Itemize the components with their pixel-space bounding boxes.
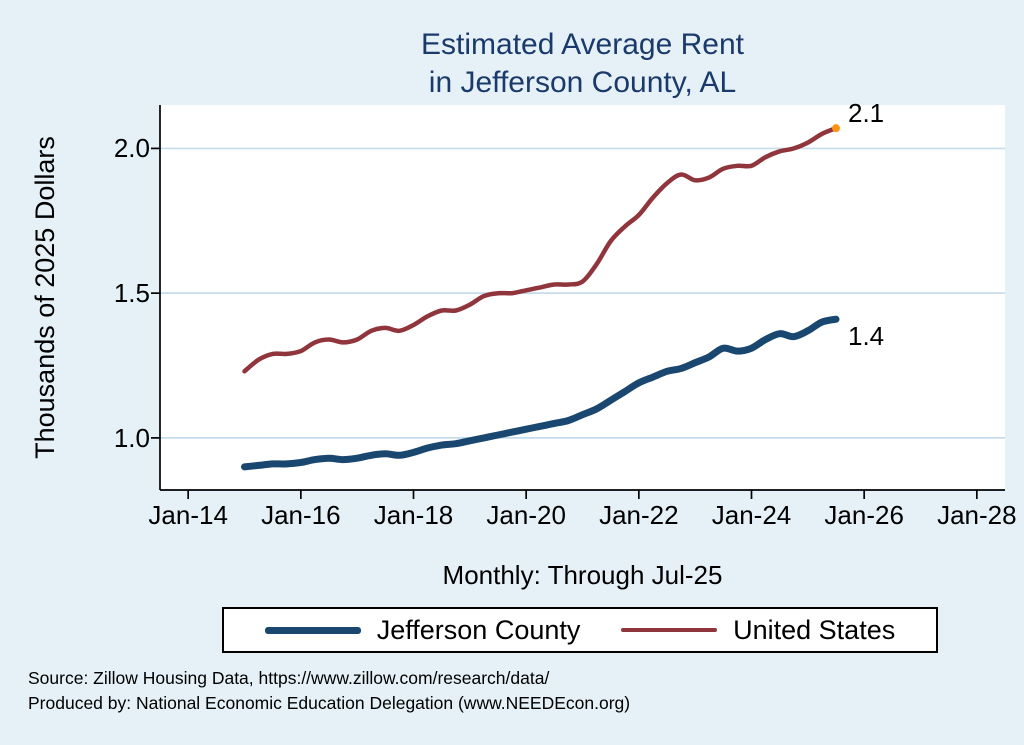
jefferson-line-swatch (264, 626, 361, 634)
source-line1: Source: Zillow Housing Data, https://www… (28, 668, 550, 688)
legend-label-us: United States (733, 614, 896, 645)
source-note: Source: Zillow Housing Data, https://www… (28, 666, 630, 716)
legend-label-jefferson: Jefferson County (376, 614, 581, 645)
legend-item-us: United States (621, 615, 895, 646)
source-line2: Produced by: National Economic Education… (28, 693, 631, 713)
chart-title-line1: Estimated Average Rent (421, 28, 744, 61)
chart-title: Estimated Average Rent in Jefferson Coun… (160, 26, 1005, 102)
us-end-value-label: 2.1 (848, 98, 885, 129)
legend-item-jefferson: Jefferson County (264, 614, 581, 646)
jefferson-end-value-label: 1.4 (848, 321, 885, 352)
legend: Jefferson County United States (222, 607, 938, 653)
chart-title-line2: in Jefferson County, AL (428, 66, 737, 99)
y-axis-label: Thousands of 2025 Dollars (30, 136, 60, 459)
x-axis-label: Monthly: Through Jul-25 (442, 560, 723, 590)
us-line-swatch (621, 627, 718, 633)
